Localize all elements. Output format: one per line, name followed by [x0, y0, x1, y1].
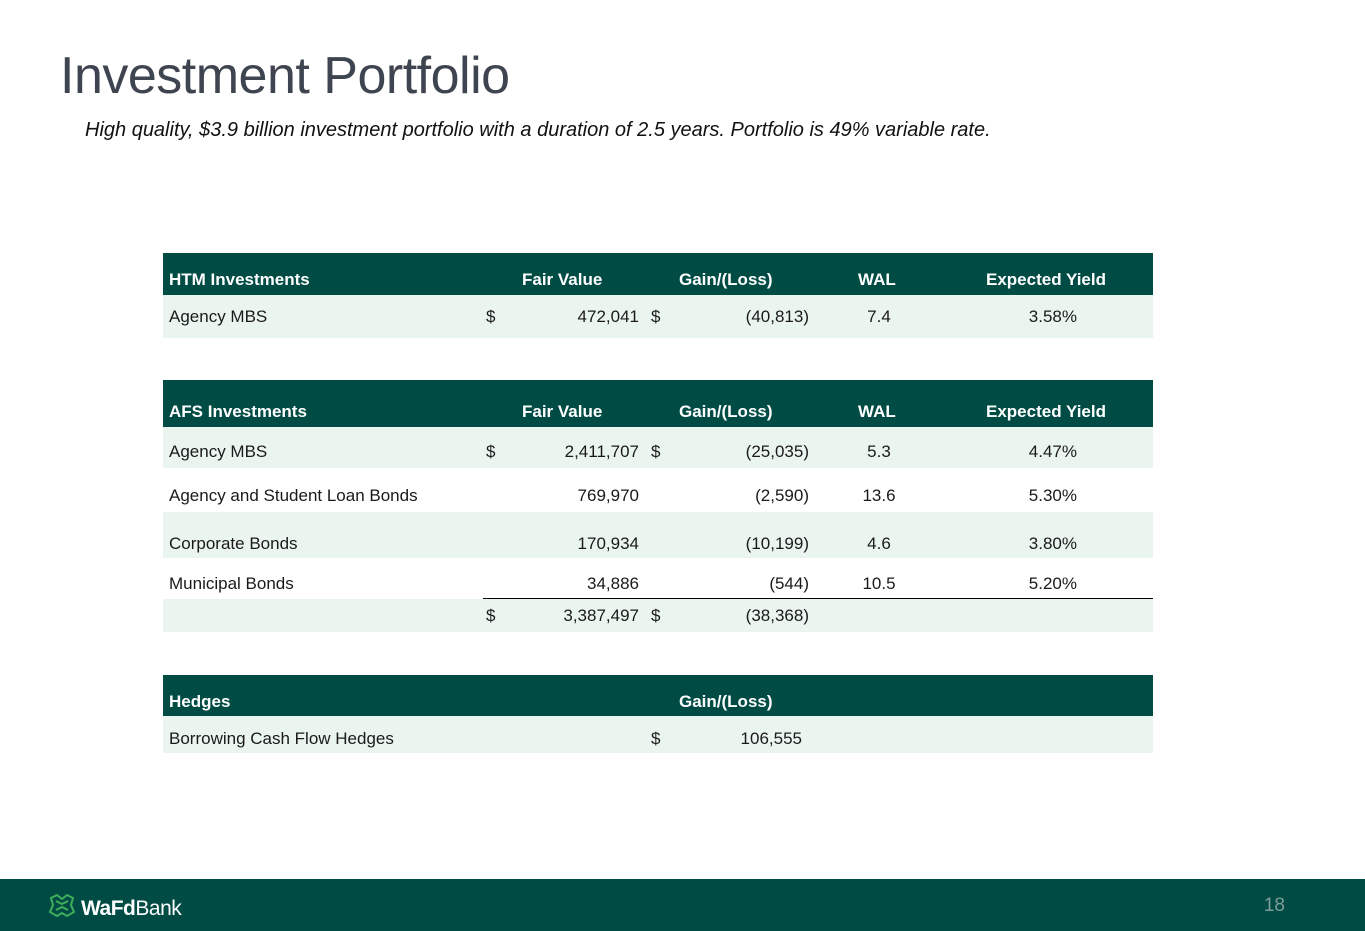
expected-yield: 3.80%: [1028, 534, 1077, 553]
header-expected-yield: Expected Yield: [986, 270, 1106, 289]
header-gain-loss: Gain/(Loss): [679, 402, 773, 421]
fair-value-dollar: $: [486, 442, 496, 461]
page-subtitle: High quality, $3.9 billion investment po…: [85, 119, 991, 141]
fair-value: 769,970: [577, 486, 639, 505]
row-name: Borrowing Cash Flow Hedges: [169, 729, 394, 748]
fair-value: 2,411,707: [564, 442, 639, 461]
page-number: 18: [1263, 895, 1285, 916]
header-name: Hedges: [169, 692, 231, 711]
gain-loss-dollar: $: [651, 729, 661, 748]
header-gain-loss: Gain/(Loss): [679, 270, 773, 289]
wal: 7.4: [867, 307, 891, 326]
total-gain-loss-dollar: $: [651, 606, 661, 625]
row-name: Municipal Bonds: [169, 574, 294, 593]
wafd-emblem-icon: [47, 892, 77, 925]
gain-loss: (40,813): [745, 307, 809, 326]
gain-loss: (2,590): [755, 486, 809, 505]
row-name: Agency and Student Loan Bonds: [169, 486, 418, 505]
wal: 5.3: [867, 442, 891, 461]
expected-yield: 5.20%: [1028, 574, 1077, 593]
header-expected-yield: Expected Yield: [986, 402, 1106, 421]
table-row: Municipal Bonds 34,886 (544) 10.5 5.20%: [163, 558, 1153, 599]
wal: 13.6: [862, 486, 896, 505]
row-name: Corporate Bonds: [169, 534, 298, 553]
table-row: Agency MBS $ 472,041 $ (40,813) 7.4 3.58…: [163, 295, 1153, 338]
wal: 10.5: [862, 574, 896, 593]
row-name: Agency MBS: [169, 307, 268, 326]
table-row: Corporate Bonds 170,934 (10,199) 4.6 3.8…: [163, 512, 1153, 558]
gain-loss-dollar: $: [651, 442, 661, 461]
afs-table: AFS Investments Fair Value Gain/(Loss) W…: [163, 380, 1153, 632]
table-header: HTM Investments Fair Value Gain/(Loss) W…: [163, 253, 1153, 295]
header-fair-value: Fair Value: [522, 402, 603, 421]
header-name: HTM Investments: [169, 270, 310, 289]
logo-light: Bank: [135, 896, 182, 920]
expected-yield: 4.47%: [1028, 442, 1077, 461]
footer-bar: WaFdBank 18: [0, 879, 1365, 931]
table-row: Agency and Student Loan Bonds 769,970 (2…: [163, 468, 1153, 512]
row-name: Agency MBS: [169, 442, 268, 461]
gain-loss-dollar: $: [651, 307, 661, 326]
table-row: Borrowing Cash Flow Hedges $ 106,555: [163, 716, 1153, 753]
total-fair-value: 3,387,497: [563, 606, 639, 625]
gain-loss: 106,555: [740, 729, 802, 748]
fair-value-dollar: $: [486, 307, 496, 326]
logo-bold: WaFd: [81, 896, 136, 920]
header-gain-loss: Gain/(Loss): [679, 692, 773, 711]
total-row: $ 3,387,497 $ (38,368): [163, 599, 1153, 632]
expected-yield: 3.58%: [1028, 307, 1077, 326]
table-header: AFS Investments Fair Value Gain/(Loss) W…: [163, 380, 1153, 427]
wafd-logo: WaFdBank: [47, 892, 182, 925]
header-wal: WAL: [858, 402, 896, 421]
gain-loss: (25,035): [745, 442, 809, 461]
table-row: Agency MBS $ 2,411,707 $ (25,035) 5.3 4.…: [163, 427, 1153, 468]
header-wal: WAL: [858, 270, 896, 289]
total-fair-value-dollar: $: [486, 606, 496, 625]
expected-yield: 5.30%: [1028, 486, 1077, 505]
header-fair-value: Fair Value: [522, 270, 603, 289]
gain-loss: (544): [769, 574, 809, 593]
wal: 4.6: [867, 534, 891, 553]
page-title: Investment Portfolio: [60, 47, 510, 105]
total-gain-loss: (38,368): [745, 606, 809, 625]
hedges-table: Hedges Gain/(Loss) Borrowing Cash Flow H…: [163, 675, 1153, 753]
gain-loss: (10,199): [745, 534, 809, 553]
fair-value: 472,041: [577, 307, 639, 326]
logo-text: WaFdBank: [81, 896, 182, 921]
header-name: AFS Investments: [169, 402, 307, 421]
fair-value: 170,934: [577, 534, 639, 553]
total-divider: [483, 598, 1153, 599]
htm-table: HTM Investments Fair Value Gain/(Loss) W…: [163, 253, 1153, 338]
fair-value: 34,886: [587, 574, 639, 593]
table-header: Hedges Gain/(Loss): [163, 675, 1153, 716]
